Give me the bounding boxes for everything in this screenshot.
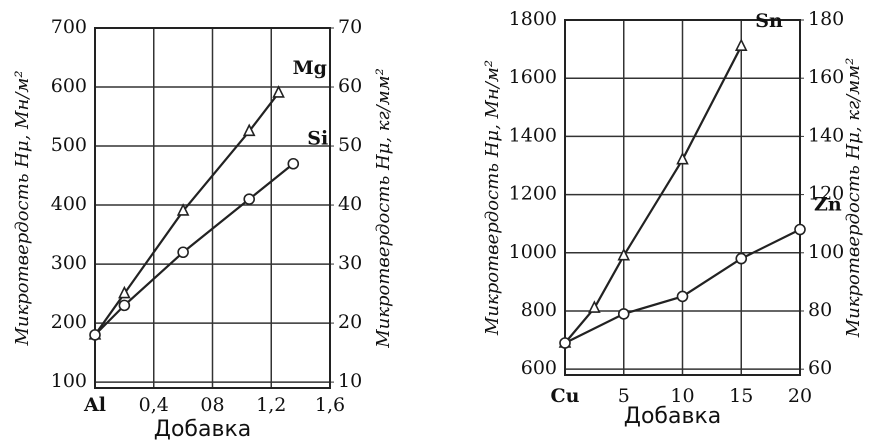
y2-tick-label: 120: [808, 183, 844, 205]
x-tick-label: 1,2: [256, 394, 286, 416]
y2-tick-label: 30: [338, 252, 362, 274]
y-tick-label: 700: [51, 16, 87, 38]
point: [794, 223, 806, 236]
point: [559, 337, 571, 349]
y2-tick-label: 60: [338, 75, 362, 97]
y-axis-label: Микротвердость Hμ, Мн/м²: [12, 70, 33, 346]
x-tick-label: 08: [200, 394, 224, 416]
y-tick-label: 1200: [509, 183, 557, 205]
x-tick-label: 5: [618, 385, 630, 407]
point: [176, 203, 190, 216]
point: [617, 308, 630, 320]
series-label: Si: [307, 128, 328, 150]
plot-frame: [94, 27, 331, 389]
y-tick-label: 500: [51, 134, 87, 156]
y-axis-label: Микротвердость Hμ, Мн/м²: [482, 60, 503, 336]
series-label: Sn: [755, 10, 783, 32]
y-tick-label: 1000: [509, 241, 557, 263]
point: [272, 85, 285, 98]
y2-tick-label: 40: [338, 193, 362, 215]
y2-tick-label: 160: [808, 66, 844, 88]
y2-tick-label: 50: [338, 134, 362, 156]
y-tick-label: 100: [51, 370, 87, 392]
x-tick-label: Al: [83, 394, 106, 416]
y2-tick-label: 60: [808, 357, 832, 379]
point: [588, 300, 601, 313]
plot-frame: [564, 19, 801, 376]
y2-tick-label: 140: [808, 124, 844, 146]
point: [118, 285, 131, 299]
y-tick-label: 800: [521, 299, 557, 321]
y-tick-label: 600: [521, 357, 557, 379]
point: [735, 252, 748, 265]
point: [734, 38, 748, 51]
point: [89, 329, 101, 341]
y-tick-label: 1600: [509, 66, 557, 88]
point: [617, 247, 631, 261]
y-tick-label: 600: [51, 75, 87, 97]
x-axis-label: Добавка: [154, 417, 251, 442]
y2-axis-label: Микротвердость Hμ, кг/мм²: [843, 58, 864, 339]
y2-tick-label: 80: [808, 299, 832, 321]
y2-axis-label: Микротвердость Hμ, кг/мм²: [373, 68, 394, 349]
y2-tick-label: 180: [808, 8, 844, 30]
x-tick-label: 0,4: [139, 394, 169, 416]
y2-tick-label: 20: [338, 311, 362, 333]
series-label: Zn: [814, 194, 842, 216]
x-axis-label: Добавка: [624, 404, 721, 429]
point: [676, 290, 689, 303]
point: [243, 193, 256, 205]
y-tick-label: 400: [51, 193, 87, 215]
y2-tick-label: 70: [338, 16, 362, 38]
series-label: Mg: [293, 57, 327, 79]
y-tick-label: 1800: [509, 8, 557, 30]
x-tick-label: 1,6: [315, 394, 345, 416]
x-tick-label: 10: [670, 385, 694, 407]
point: [676, 151, 689, 165]
y-tick-label: 300: [51, 252, 87, 274]
point: [118, 299, 131, 312]
y-tick-label: 1400: [509, 124, 557, 146]
y2-tick-label: 10: [338, 370, 362, 392]
x-tick-label: 20: [788, 385, 812, 407]
point: [242, 123, 256, 137]
x-tick-label: 15: [729, 385, 753, 407]
point: [287, 157, 300, 170]
x-tick-label: Cu: [551, 385, 580, 407]
y2-tick-label: 100: [808, 241, 844, 263]
y-tick-label: 200: [51, 311, 87, 333]
point: [177, 246, 189, 259]
